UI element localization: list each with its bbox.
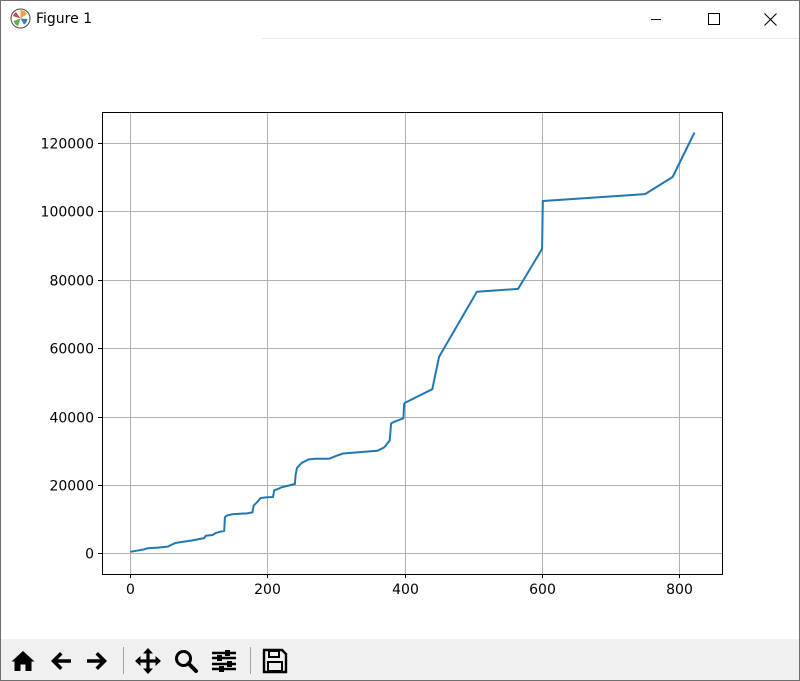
- y-tick-label: 120000: [41, 137, 94, 153]
- y-tick-label: 60000: [49, 342, 94, 358]
- y-tick-label: 20000: [49, 479, 94, 495]
- back-arrow-icon: [51, 651, 71, 670]
- navigation-toolbar: [1, 639, 799, 680]
- window-title: Figure 1: [36, 11, 93, 27]
- matplotlib-logo-icon: [10, 8, 31, 29]
- x-tick-label: 600: [529, 582, 556, 598]
- zoom-magnifier-icon: [175, 649, 198, 673]
- axes-frame: [102, 112, 723, 575]
- tick-marks: [98, 143, 680, 578]
- figure-canvas[interactable]: 0 200 400 600 800 0 20000 40000 60000 80000 10000…: [1, 39, 799, 639]
- toolbar-separator: [123, 647, 124, 674]
- save-button[interactable]: [259, 645, 291, 676]
- x-tick-label: 200: [254, 582, 281, 598]
- back-button[interactable]: [45, 645, 77, 676]
- zoom-button[interactable]: [170, 645, 202, 676]
- y-tick-label: 0: [85, 547, 94, 563]
- minimize-icon: [651, 19, 661, 20]
- configure-subplots-button[interactable]: [208, 645, 240, 676]
- x-tick-labels: 0 200 400 600 800: [126, 582, 693, 598]
- save-floppy-icon: [262, 648, 288, 673]
- pan-move-icon: [135, 647, 161, 674]
- x-tick-label: 0: [126, 582, 135, 598]
- x-tick-label: 400: [392, 582, 419, 598]
- close-button[interactable]: [741, 1, 799, 37]
- title-bar[interactable]: Figure 1: [1, 1, 799, 37]
- home-button[interactable]: [7, 645, 39, 676]
- title-separator: [262, 38, 799, 39]
- maximize-button[interactable]: [685, 1, 743, 37]
- close-icon: [763, 12, 777, 26]
- toolbar-separator: [250, 647, 251, 674]
- maximize-icon: [708, 13, 720, 25]
- y-tick-label: 40000: [49, 411, 94, 427]
- configure-subplots-icon: [212, 649, 236, 672]
- grid-lines: [102, 112, 722, 574]
- x-tick-label: 800: [666, 582, 693, 598]
- home-icon: [11, 650, 35, 671]
- forward-button[interactable]: [81, 645, 113, 676]
- pan-button[interactable]: [132, 645, 164, 676]
- series-line-0: [130, 132, 696, 553]
- line-chart[interactable]: 0 200 400 600 800 0 20000 40000 60000 80000 10000…: [1, 39, 799, 639]
- series-layer: [130, 132, 696, 553]
- y-tick-label: 100000: [41, 205, 94, 221]
- minimize-button[interactable]: [627, 1, 685, 37]
- y-tick-labels: 0 20000 40000 60000 80000 100000 120000: [41, 137, 94, 563]
- y-tick-label: 80000: [49, 274, 94, 290]
- forward-arrow-icon: [87, 651, 107, 670]
